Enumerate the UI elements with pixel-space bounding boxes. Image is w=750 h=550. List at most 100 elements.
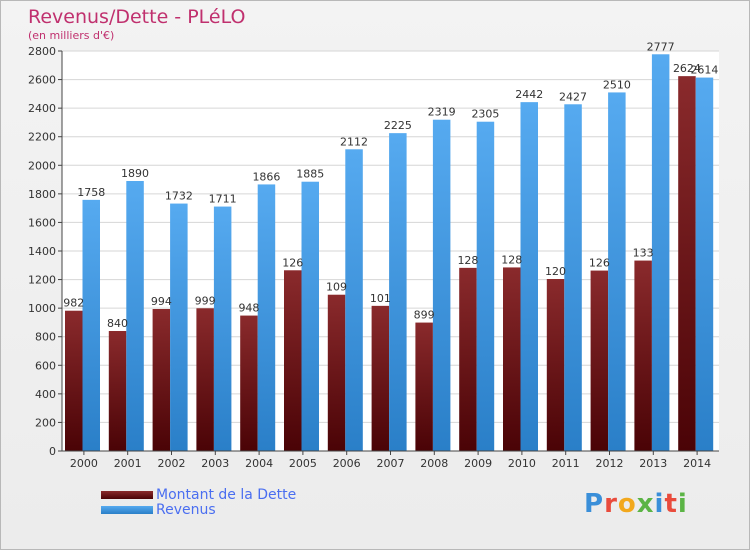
logo-letter: i bbox=[677, 489, 688, 519]
data-label-revenus-2008: 2319 bbox=[428, 106, 456, 119]
data-label-revenus-2011: 2427 bbox=[559, 90, 587, 103]
data-label-revenus-2001: 1890 bbox=[121, 167, 149, 180]
x-tick-label-2008: 2008 bbox=[420, 457, 448, 470]
bar-revenus-2011 bbox=[564, 104, 582, 452]
bar-debt-2002 bbox=[152, 309, 171, 451]
y-tick-label: 2800 bbox=[28, 45, 56, 58]
y-tick-label: 600 bbox=[35, 359, 56, 372]
logo-letter: x bbox=[636, 489, 655, 519]
y-tick-label: 400 bbox=[35, 388, 56, 401]
logo-letter: r bbox=[604, 489, 618, 519]
data-label-revenus-2006: 2112 bbox=[340, 135, 368, 148]
y-tick-label: 2200 bbox=[28, 131, 56, 144]
legend-label-revenus: Revenus bbox=[156, 501, 216, 518]
x-tick-label-2014: 2014 bbox=[683, 457, 711, 470]
bar-revenus-2005 bbox=[301, 181, 319, 451]
legend-item-debt: Montant de la Dette bbox=[101, 487, 296, 503]
data-label-revenus-2012: 2510 bbox=[603, 78, 631, 91]
proxiti-logo: Proxiti bbox=[584, 489, 688, 519]
bar-debt-2013 bbox=[634, 260, 652, 451]
bar-revenus-2002 bbox=[170, 203, 188, 451]
bar-debt-2006 bbox=[327, 294, 346, 451]
y-tick-label: 1800 bbox=[28, 188, 56, 201]
x-tick-label-2006: 2006 bbox=[333, 457, 361, 470]
x-tick-label-2003: 2003 bbox=[201, 457, 229, 470]
data-label-revenus-2007: 2225 bbox=[384, 119, 412, 132]
bar-debt-2014 bbox=[678, 76, 696, 452]
legend-swatch-debt bbox=[101, 490, 153, 499]
data-label-revenus-2004: 1866 bbox=[252, 170, 280, 183]
y-tick-label: 2400 bbox=[28, 102, 56, 115]
data-label-revenus-2009: 2305 bbox=[471, 108, 499, 121]
data-label-revenus-2005: 1885 bbox=[296, 168, 324, 181]
data-label-debt-2007: 101 bbox=[370, 292, 391, 305]
bar-revenus-2008 bbox=[432, 119, 451, 451]
data-label-revenus-2002: 1732 bbox=[165, 190, 193, 203]
y-tick-label: 1600 bbox=[28, 216, 56, 229]
bar-revenus-2010 bbox=[520, 102, 538, 452]
legend-swatch-revenus bbox=[101, 505, 153, 514]
x-tick-label-2012: 2012 bbox=[596, 457, 624, 470]
bar-debt-2008 bbox=[415, 322, 433, 451]
bar-debt-2000 bbox=[65, 310, 83, 451]
data-label-revenus-2000: 1758 bbox=[77, 186, 105, 199]
data-label-debt-2004: 948 bbox=[238, 302, 259, 315]
bar-debt-2007 bbox=[371, 305, 390, 451]
y-tick-label: 0 bbox=[49, 445, 56, 458]
x-tick-label-2000: 2000 bbox=[70, 457, 98, 470]
data-label-debt-2001: 840 bbox=[107, 317, 128, 330]
data-label-debt-2014: 2624 bbox=[673, 62, 701, 75]
bar-revenus-2003 bbox=[213, 206, 232, 451]
bar-revenus-2014 bbox=[695, 77, 714, 452]
data-label-debt-2000: 982 bbox=[63, 297, 84, 310]
x-tick-label-2010: 2010 bbox=[508, 457, 536, 470]
bar-debt-2010 bbox=[503, 267, 521, 451]
x-tick-label-2004: 2004 bbox=[245, 457, 273, 470]
bar-debt-2012 bbox=[590, 270, 609, 451]
bar-debt-2005 bbox=[284, 270, 302, 451]
data-label-debt-2013: 133 bbox=[633, 247, 654, 260]
bar-revenus-2007 bbox=[389, 133, 407, 451]
data-label-debt-2002: 994 bbox=[151, 295, 172, 308]
x-tick-label-2009: 2009 bbox=[464, 457, 492, 470]
data-label-debt-2008: 899 bbox=[414, 309, 435, 322]
data-label-revenus-2014: 2614 bbox=[690, 64, 718, 77]
y-tick-label: 2000 bbox=[28, 159, 56, 172]
data-label-debt-2003: 999 bbox=[195, 294, 216, 307]
data-label-debt-2010: 128 bbox=[501, 253, 522, 266]
bar-revenus-2004 bbox=[257, 184, 276, 451]
bar-debt-2004 bbox=[240, 315, 258, 451]
x-tick-label-2007: 2007 bbox=[377, 457, 405, 470]
y-tick-label: 1400 bbox=[28, 245, 56, 258]
data-label-debt-2005: 126 bbox=[282, 256, 303, 269]
y-tick-label: 1200 bbox=[28, 274, 56, 287]
chart-subtitle: (en milliers d'€) bbox=[28, 29, 115, 42]
data-label-debt-2006: 109 bbox=[326, 281, 347, 294]
legend-item-revenus: Revenus bbox=[101, 501, 296, 518]
x-tick-label-2001: 2001 bbox=[114, 457, 142, 470]
logo-letter: P bbox=[584, 489, 605, 519]
x-tick-label-2005: 2005 bbox=[289, 457, 317, 470]
logo-letter: o bbox=[617, 489, 637, 519]
y-tick-label: 200 bbox=[35, 416, 56, 429]
bar-revenus-2009 bbox=[476, 121, 495, 451]
data-label-debt-2012: 126 bbox=[589, 257, 610, 270]
data-label-debt-2011: 120 bbox=[545, 265, 566, 278]
bar-debt-2011 bbox=[546, 279, 565, 451]
y-tick-label: 2600 bbox=[28, 74, 56, 87]
bar-revenus-2006 bbox=[345, 149, 363, 452]
y-tick-label: 1000 bbox=[28, 302, 56, 315]
logo-letter: t bbox=[664, 489, 678, 519]
bar-debt-2009 bbox=[459, 267, 477, 451]
x-tick-label-2002: 2002 bbox=[158, 457, 186, 470]
chart-title: Revenus/Dette - PLéLO bbox=[28, 6, 246, 28]
bar-revenus-2013 bbox=[651, 54, 670, 452]
bar-revenus-2001 bbox=[126, 181, 144, 451]
legend: Montant de la Dette Revenus bbox=[101, 487, 296, 518]
x-tick-label-2013: 2013 bbox=[639, 457, 667, 470]
data-label-revenus-2003: 1711 bbox=[209, 193, 237, 206]
logo-letter: i bbox=[654, 489, 665, 519]
bar-debt-2001 bbox=[108, 331, 127, 451]
